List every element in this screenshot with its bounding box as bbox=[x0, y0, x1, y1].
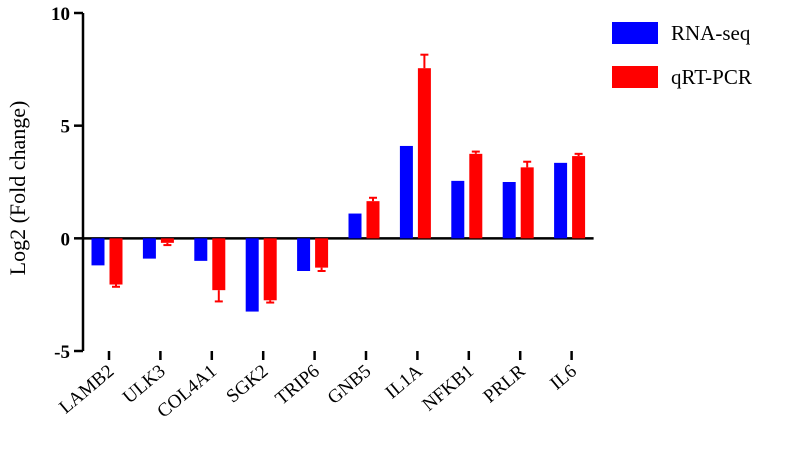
y-tick-label: 0 bbox=[61, 229, 71, 250]
y-axis-title: Log2 (Fold change) bbox=[5, 101, 30, 276]
x-tick-label: NFKB1 bbox=[418, 361, 478, 416]
bar-qrt-pcr bbox=[160, 238, 174, 243]
legend-swatch bbox=[612, 66, 658, 88]
y-tick-label: -5 bbox=[54, 342, 70, 363]
bar-qrt-pcr bbox=[212, 238, 226, 291]
bar-qrt-pcr bbox=[366, 201, 380, 239]
bar-qrt-pcr bbox=[315, 238, 329, 268]
bar-rna-seq bbox=[554, 162, 568, 239]
bar-qrt-pcr bbox=[469, 153, 483, 239]
bar-qrt-pcr bbox=[572, 156, 586, 239]
y-axis: 10 5 0 -5 bbox=[51, 4, 85, 363]
legend-swatch bbox=[612, 22, 658, 44]
x-tick-label: TRIP6 bbox=[271, 361, 323, 410]
bars bbox=[91, 53, 586, 312]
bar-rna-seq bbox=[399, 145, 413, 239]
x-tick-label: IL6 bbox=[546, 361, 581, 395]
bar-rna-seq bbox=[502, 182, 516, 239]
bar-qrt-pcr bbox=[417, 68, 431, 239]
legend-label: qRT-PCR bbox=[671, 65, 752, 89]
bar-rna-seq bbox=[297, 238, 311, 272]
bar-rna-seq bbox=[91, 238, 105, 266]
bar-rna-seq bbox=[245, 238, 259, 312]
x-tick-label: LAMB2 bbox=[55, 361, 118, 418]
bar-qrt-pcr bbox=[109, 238, 123, 285]
legend: RNA-seq qRT-PCR bbox=[612, 21, 752, 89]
x-tick-label: SGK2 bbox=[223, 361, 273, 408]
y-tick-label: 10 bbox=[51, 4, 70, 25]
bar-rna-seq bbox=[348, 213, 362, 239]
x-tick-label: PRLR bbox=[480, 361, 530, 408]
bar-rna-seq bbox=[142, 238, 156, 259]
bar-rna-seq bbox=[194, 238, 208, 261]
legend-label: RNA-seq bbox=[671, 21, 751, 45]
bar-qrt-pcr bbox=[520, 167, 534, 239]
y-tick-label: 5 bbox=[61, 117, 71, 138]
x-tick-label: GNB5 bbox=[324, 361, 376, 409]
bar-qrt-pcr bbox=[263, 238, 277, 301]
bar-rna-seq bbox=[451, 180, 465, 239]
